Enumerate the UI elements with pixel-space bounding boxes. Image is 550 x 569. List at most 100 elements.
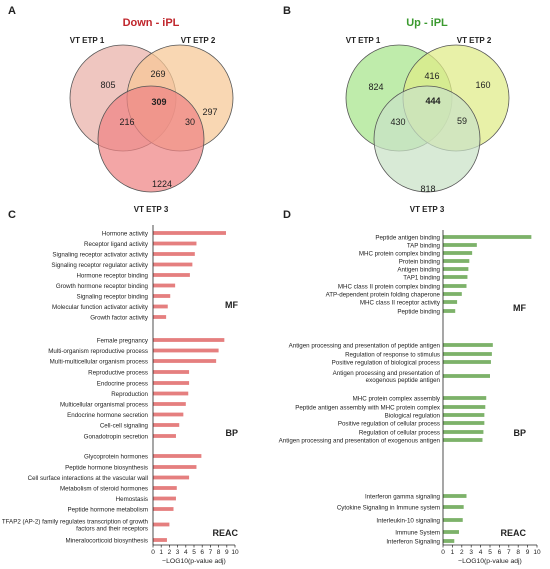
category-label: Peptide antigen assembly with MHC protei… <box>295 404 441 411</box>
category-label: MHC protein complex assembly <box>353 395 441 402</box>
category-label: Multi-multicellular organism process <box>50 358 148 365</box>
bar <box>443 430 484 434</box>
bar <box>443 494 467 498</box>
category-label: TAP1 binding <box>403 274 440 281</box>
category-label: Hormone receptor binding <box>76 272 148 279</box>
bar <box>153 423 180 427</box>
venn-count-only3: 1224 <box>152 179 172 189</box>
x-tick-label: 10 <box>533 549 541 556</box>
x-tick-label: 4 <box>479 549 483 556</box>
category-label: Signaling receptor activator activity <box>52 251 149 258</box>
bar <box>443 374 490 378</box>
category-label: Cell-cell signaling <box>100 422 149 429</box>
bar <box>443 235 532 239</box>
bar <box>153 538 167 542</box>
category-label: ATP-dependent protein folding chaperone <box>326 291 441 298</box>
venn-count-only2: 297 <box>202 107 217 117</box>
category-label: Peptide binding <box>397 308 440 315</box>
x-axis-label: −LOG10(p-value adj) <box>458 558 522 565</box>
bar <box>153 304 168 309</box>
bar <box>443 343 493 347</box>
venn-set-label: VT ETP 1 <box>70 36 105 45</box>
bar <box>153 391 189 396</box>
bar <box>153 465 197 469</box>
venn-count-r13: 430 <box>390 117 405 127</box>
x-tick-label: 7 <box>209 549 213 556</box>
x-tick-label: 2 <box>168 549 172 556</box>
category-label: Receptor ligand activity <box>84 241 149 248</box>
x-tick-label: 7 <box>507 549 511 556</box>
bar <box>153 412 184 417</box>
category-label: Reproduction <box>111 391 148 398</box>
bar <box>153 475 190 480</box>
venn-set-label: VT ETP 1 <box>346 36 381 45</box>
category-label: MHC class II receptor activity <box>360 299 441 306</box>
bar <box>153 434 176 438</box>
category-label: Interferon gamma signaling <box>365 493 441 500</box>
bar <box>443 405 486 409</box>
category-label: Antigen processing and presentation of p… <box>289 342 441 349</box>
bar <box>443 275 468 279</box>
x-tick-label: 3 <box>176 549 180 556</box>
bar <box>153 522 170 527</box>
category-label: Mineralocorticoid biosynthesis <box>65 537 148 544</box>
bar <box>153 315 167 319</box>
group-label: MF <box>513 303 526 313</box>
category-label: Multi-organism reproductive process <box>48 348 148 355</box>
group-label: BP <box>225 428 238 438</box>
venn-count-only3: 818 <box>420 184 435 194</box>
category-label: Hormone activity <box>102 230 149 237</box>
bar <box>153 402 186 406</box>
bar <box>443 292 462 296</box>
category-label: Peptide antigen binding <box>375 234 440 241</box>
x-tick-label: 5 <box>192 549 196 556</box>
group-label: REAC <box>500 528 526 538</box>
venn-count-r23: 30 <box>185 117 195 127</box>
venn-count-only2: 160 <box>475 80 490 90</box>
bar <box>443 300 458 304</box>
x-tick-label: 4 <box>184 549 188 556</box>
bar <box>153 273 190 277</box>
category-label: Interferon Signaling <box>386 538 440 545</box>
x-tick-label: 9 <box>526 549 530 556</box>
x-tick-label: 5 <box>488 549 492 556</box>
category-label: MHC class II protein complex binding <box>338 283 441 290</box>
category-label: Regulation of cellular process <box>359 429 440 436</box>
category-label: Positive regulation of biological proces… <box>332 359 440 366</box>
venn-count-r123: 309 <box>151 97 166 107</box>
venn-set-label: VT ETP 3 <box>410 205 445 214</box>
category-label: Gonadotropin secretion <box>84 433 149 440</box>
venn-count-only1: 805 <box>100 80 115 90</box>
category-label: Signaling receptor regulator activity <box>51 262 149 269</box>
x-tick-label: 3 <box>469 549 473 556</box>
category-label: Antigen processing and presentation of e… <box>279 437 441 444</box>
bar <box>153 241 197 246</box>
bar <box>153 359 217 363</box>
bar <box>443 284 467 288</box>
bar <box>443 421 485 425</box>
category-label: Cell surface interactions at the vascula… <box>28 475 148 482</box>
group-label: REAC <box>212 528 238 538</box>
category-label: Immune System <box>395 529 440 536</box>
venn-set-label: VT ETP 2 <box>181 36 216 45</box>
category-label: Molecular function activator activity <box>52 304 149 311</box>
venn-set-label: VT ETP 3 <box>134 205 169 214</box>
category-label: Regulation of response to stimulus <box>345 351 440 358</box>
category-label: Female pregnancy <box>97 337 149 344</box>
category-label: MHC protein complex binding <box>359 250 441 257</box>
bar <box>443 309 456 313</box>
category-label: Growth factor activity <box>90 314 149 321</box>
x-tick-label: 6 <box>498 549 502 556</box>
x-axis-label: −LOG10(p-value adj) <box>162 558 226 565</box>
category-label: TAP binding <box>407 242 441 249</box>
panel-letter: A <box>8 5 16 17</box>
venn-set-label: VT ETP 2 <box>457 36 492 45</box>
category-label: Positive regulation of cellular process <box>338 420 440 427</box>
bar <box>443 505 464 509</box>
panel-letter: D <box>283 209 291 221</box>
bar <box>443 243 477 247</box>
category-label: Protein binding <box>399 258 441 265</box>
bar <box>153 262 193 267</box>
